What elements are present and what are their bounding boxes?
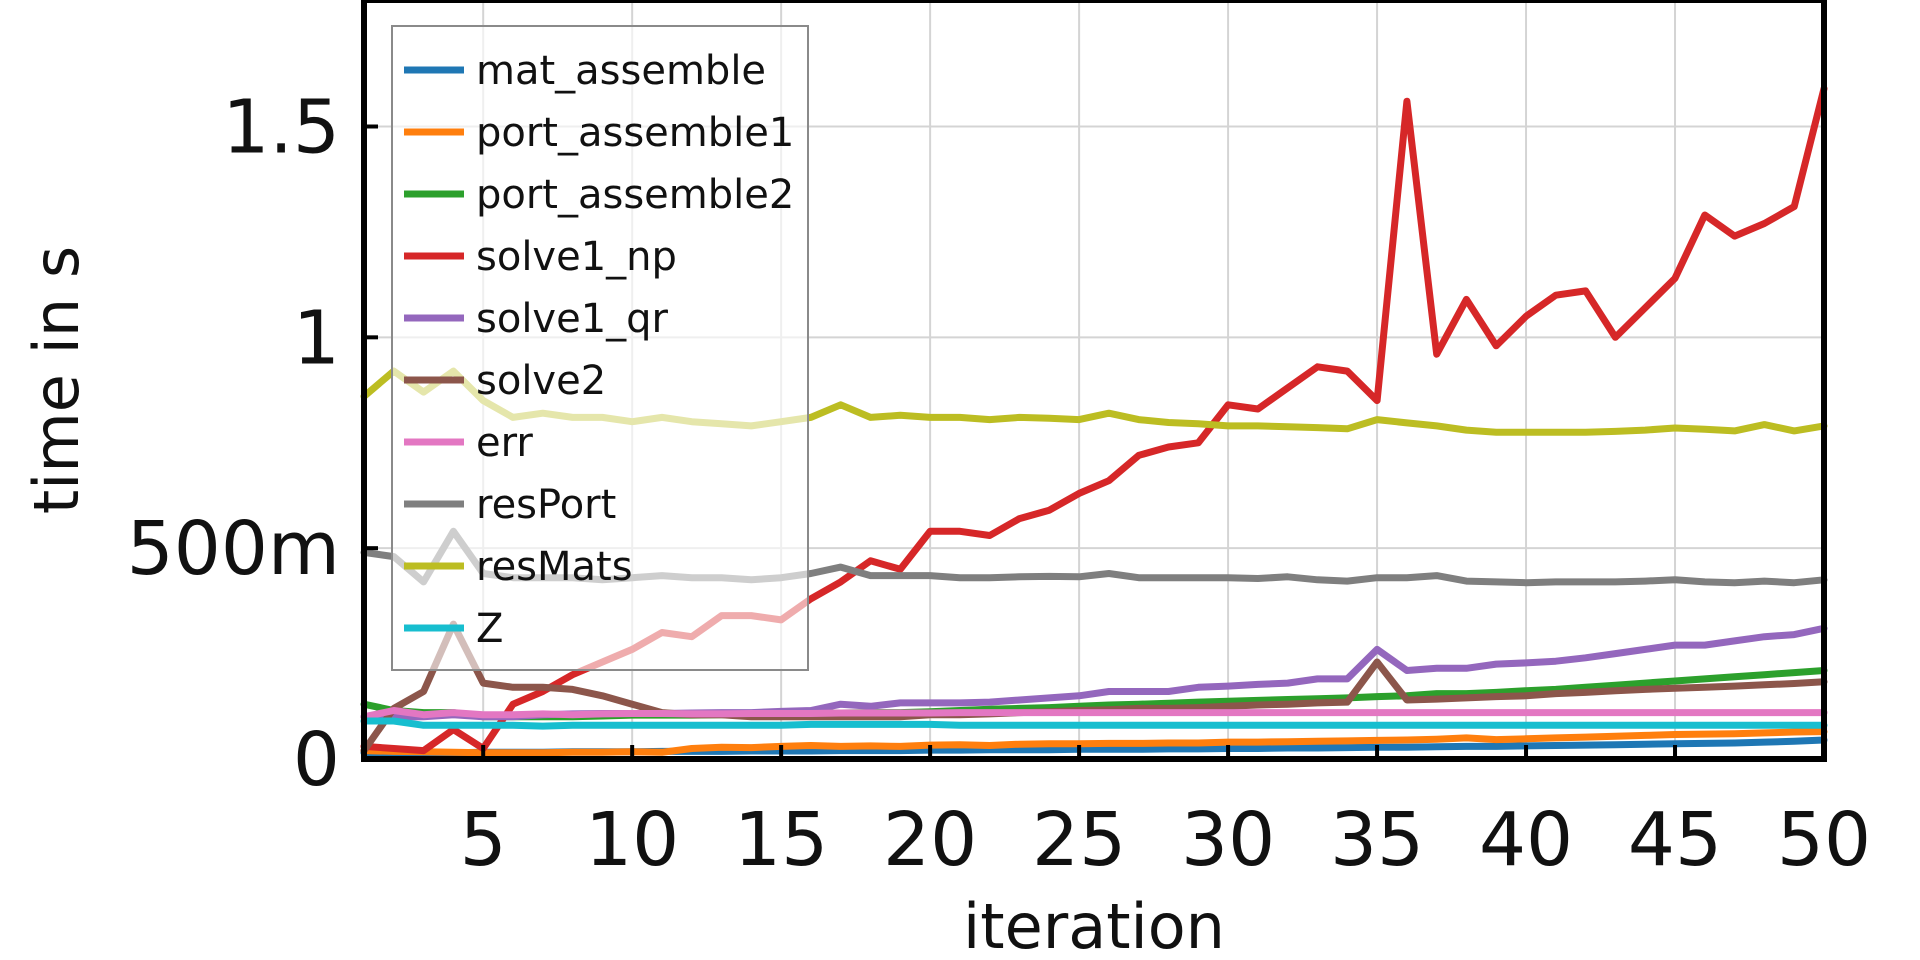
legend-label: mat_assemble [476, 48, 766, 94]
legend-label: resMats [476, 544, 633, 590]
x-tick-label: 40 [1479, 797, 1573, 883]
x-tick-label: 30 [1181, 797, 1275, 883]
y-tick-label: 0 [293, 717, 340, 803]
y-axis-ticks: 0 500m 1 1.5 [127, 85, 378, 803]
x-tick-label: 35 [1330, 797, 1424, 883]
legend-label: err [476, 420, 533, 466]
legend-label: Z [476, 606, 503, 652]
series-lines [360, 85, 1828, 757]
legend-label: solve1_np [476, 234, 677, 280]
x-tick-label: 5 [460, 797, 507, 883]
x-tick-label: 20 [883, 797, 977, 883]
series-line-err [360, 707, 1828, 721]
legend-label: resPort [476, 482, 616, 528]
x-tick-label: 45 [1628, 797, 1722, 883]
legend-label: solve1_qr [476, 296, 669, 342]
legend-label: solve2 [476, 358, 606, 404]
plot-frame [361, 0, 1827, 762]
y-tick-label: 1.5 [222, 85, 340, 171]
x-tick-label: 10 [585, 797, 679, 883]
x-tick-label: 50 [1777, 797, 1871, 883]
legend: mat_assemble port_assemble1 port_assemble2… [391, 25, 809, 671]
y-axis-label: time in s [20, 246, 93, 514]
series-line-port_assemble1 [360, 728, 1828, 757]
series-line-Z [360, 717, 1828, 730]
x-tick-label: 25 [1032, 797, 1126, 883]
legend-label: port_assemble1 [476, 110, 794, 156]
x-axis-ticks: 5 10 15 20 25 30 35 40 45 50 [460, 745, 1871, 883]
x-tick-label: 15 [734, 797, 828, 883]
legend-label: port_assemble2 [476, 172, 794, 218]
y-tick-label: 500m [127, 506, 340, 592]
x-axis-label: iteration [963, 890, 1225, 960]
y-tick-label: 1 [293, 295, 340, 381]
